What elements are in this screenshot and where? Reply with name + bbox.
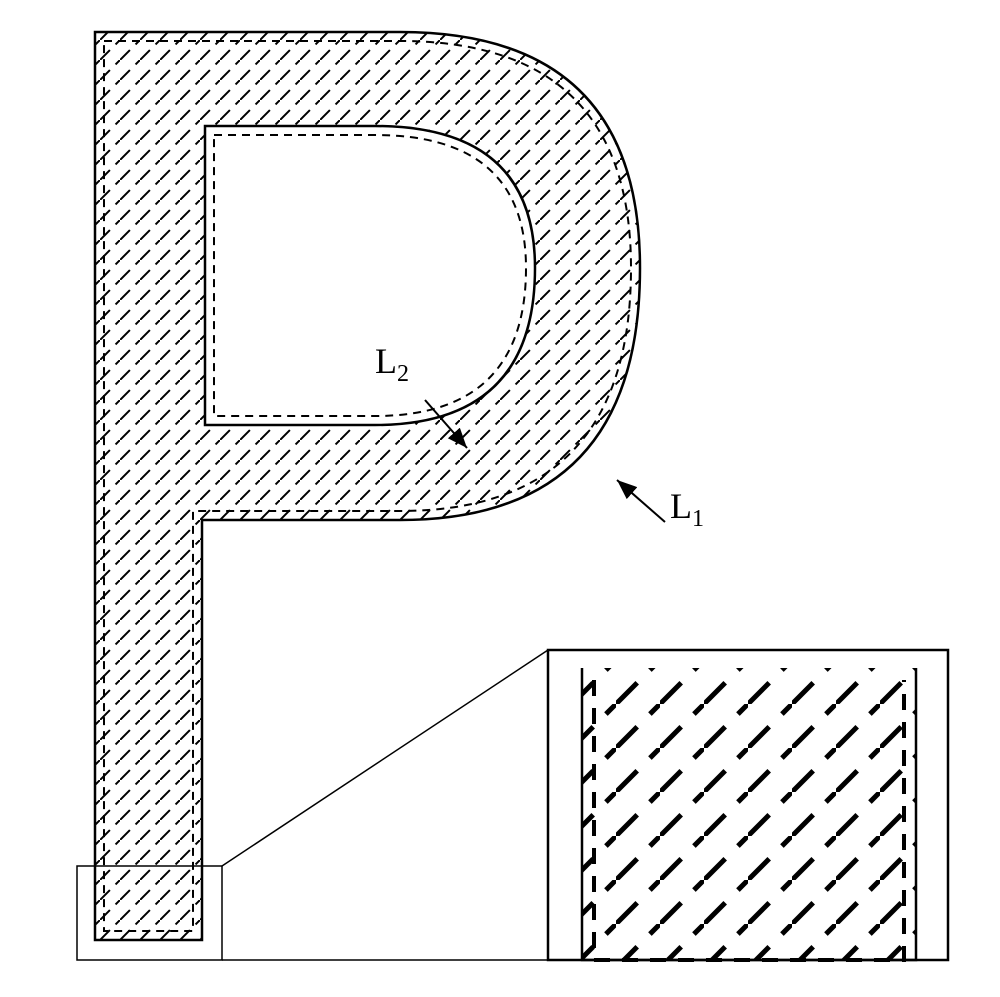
- label-L1: L1: [670, 485, 704, 533]
- diagram-canvas: [0, 0, 1000, 997]
- label-L2: L2: [375, 340, 409, 388]
